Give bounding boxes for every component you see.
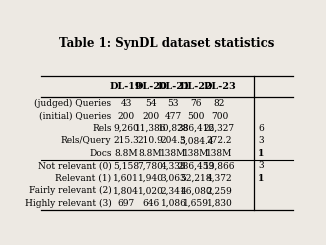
Text: Not relevant (0): Not relevant (0)	[38, 161, 111, 171]
Text: (initial) Queries: (initial) Queries	[39, 111, 111, 121]
Text: DL-21: DL-21	[157, 82, 190, 91]
Text: 46,080: 46,080	[180, 186, 212, 195]
Text: 1,659: 1,659	[183, 199, 209, 208]
Text: Rels: Rels	[92, 124, 111, 133]
Text: 1,601: 1,601	[113, 174, 139, 183]
Text: 11,386: 11,386	[135, 124, 166, 133]
Text: (judged) Queries: (judged) Queries	[34, 99, 111, 108]
Text: 138M: 138M	[206, 149, 233, 158]
Text: 9,260: 9,260	[113, 124, 139, 133]
Text: 200: 200	[117, 111, 135, 121]
Text: 286,459: 286,459	[177, 161, 215, 171]
Text: 215.3: 215.3	[113, 136, 139, 146]
Text: 1,020: 1,020	[138, 186, 164, 195]
Text: 76: 76	[190, 99, 202, 108]
Text: 43: 43	[120, 99, 132, 108]
Text: Docs: Docs	[89, 149, 111, 158]
Text: 200: 200	[142, 111, 159, 121]
Text: 7,780: 7,780	[138, 161, 164, 171]
Text: 3: 3	[258, 136, 264, 146]
Text: 6: 6	[258, 124, 264, 133]
Text: DL-23: DL-23	[203, 82, 236, 91]
Text: Highly relevant (3): Highly relevant (3)	[25, 199, 111, 208]
Text: 3,063: 3,063	[161, 174, 186, 183]
Text: 2,259: 2,259	[207, 186, 232, 195]
Text: 5,158: 5,158	[113, 161, 139, 171]
Text: 386,416: 386,416	[177, 124, 215, 133]
Text: 138M: 138M	[183, 149, 209, 158]
Text: 1,830: 1,830	[207, 199, 232, 208]
Text: 10,828: 10,828	[158, 124, 189, 133]
Text: 1,804: 1,804	[113, 186, 139, 195]
Text: Rels/Query: Rels/Query	[61, 136, 111, 146]
Text: 204.3: 204.3	[161, 136, 186, 146]
Text: 4,338: 4,338	[161, 161, 186, 171]
Text: 646: 646	[142, 199, 159, 208]
Text: 3: 3	[258, 161, 264, 171]
Text: 8.8M: 8.8M	[139, 149, 162, 158]
Text: Table 1: SynDL dataset statistics: Table 1: SynDL dataset statistics	[59, 37, 275, 50]
Text: 697: 697	[117, 199, 135, 208]
Text: DL-22: DL-22	[180, 82, 213, 91]
Text: 210.9: 210.9	[138, 136, 164, 146]
Text: 8.8M: 8.8M	[114, 149, 138, 158]
Text: 477: 477	[165, 111, 182, 121]
Text: 22,327: 22,327	[204, 124, 235, 133]
Text: 1,086: 1,086	[160, 199, 186, 208]
Text: 54: 54	[145, 99, 156, 108]
Text: 700: 700	[211, 111, 228, 121]
Text: 4,372: 4,372	[207, 174, 232, 183]
Text: 52,218: 52,218	[180, 174, 212, 183]
Text: Relevant (1): Relevant (1)	[55, 174, 111, 183]
Text: 1: 1	[258, 149, 264, 158]
Text: 2,341: 2,341	[161, 186, 186, 195]
Text: Fairly relevant (2): Fairly relevant (2)	[29, 186, 111, 196]
Text: 13,866: 13,866	[204, 161, 235, 171]
Text: 1: 1	[258, 174, 264, 183]
Text: 500: 500	[187, 111, 205, 121]
Text: 138M: 138M	[160, 149, 186, 158]
Text: DL-20: DL-20	[134, 82, 167, 91]
Text: DL-19: DL-19	[110, 82, 142, 91]
Text: 272.2: 272.2	[207, 136, 232, 146]
Text: 82: 82	[214, 99, 225, 108]
Text: 1,940: 1,940	[138, 174, 164, 183]
Text: 5,084.4: 5,084.4	[179, 136, 214, 146]
Text: 53: 53	[168, 99, 179, 108]
